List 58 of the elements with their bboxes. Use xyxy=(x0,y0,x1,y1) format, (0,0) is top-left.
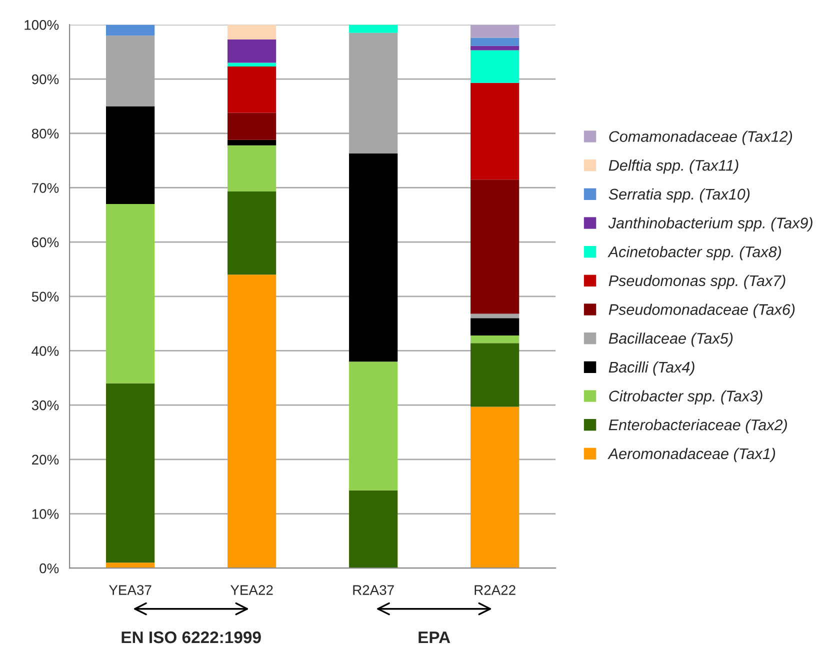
y-tick-label: 90% xyxy=(32,74,59,84)
bar xyxy=(349,362,398,490)
bar xyxy=(349,490,398,568)
bar xyxy=(106,562,155,568)
bar xyxy=(470,406,520,568)
bar xyxy=(470,180,520,314)
legend-label: Enterobacteriaceae (Tax2) xyxy=(608,419,787,434)
legend-label: Bacillaceae (Tax5) xyxy=(608,332,733,347)
bar xyxy=(470,314,520,318)
bar xyxy=(470,50,520,83)
bar xyxy=(228,24,276,40)
x-tick-label: R2A22 xyxy=(474,585,516,595)
legend-label: Comamonadaceae (Tax12) xyxy=(609,130,792,145)
legend-label: Bacilli (Tax4) xyxy=(608,361,694,376)
bar xyxy=(106,24,155,36)
bar xyxy=(228,192,276,275)
bar xyxy=(106,204,155,384)
bar xyxy=(470,38,520,46)
legend-label: Citrobacter spp. (Tax3) xyxy=(609,390,762,404)
bar xyxy=(228,66,276,113)
legend-label: Pseudomonadaceae (Tax6) xyxy=(608,304,795,318)
y-tick-label: 0% xyxy=(40,563,59,574)
x-tick-label: YEA22 xyxy=(230,585,273,595)
bar xyxy=(106,106,155,204)
y-tick-label: 50% xyxy=(32,292,59,302)
text: EPA xyxy=(418,632,450,644)
legend-label: Serratia spp. (Tax10) xyxy=(608,188,750,203)
bar xyxy=(106,383,155,563)
x-tick-label: YEA37 xyxy=(108,585,152,595)
bar xyxy=(228,39,276,63)
bar xyxy=(470,82,520,180)
bar xyxy=(470,318,520,336)
y-tick-label: 80% xyxy=(32,128,59,139)
bar xyxy=(470,46,520,50)
text: EN ISO 6222:1999 xyxy=(122,631,261,644)
bar xyxy=(228,145,276,192)
bar xyxy=(228,62,276,67)
bar xyxy=(470,24,520,38)
y-tick-label: 60% xyxy=(32,237,59,248)
y-tick-label: 30% xyxy=(32,400,59,410)
bar xyxy=(349,153,398,362)
bar xyxy=(470,343,520,407)
y-tick-label: 100% xyxy=(24,20,59,30)
legend-label: Janthinobacterium spp. (Tax9) xyxy=(608,217,812,232)
legend-label: Acinetobacter spp. (Tax8) xyxy=(608,246,781,260)
bar xyxy=(228,140,276,146)
bar xyxy=(228,274,276,568)
legend-label: Pseudomonas spp. (Tax7) xyxy=(608,274,786,290)
y-tick-label: 10% xyxy=(32,509,59,519)
bar xyxy=(349,24,398,33)
bar xyxy=(228,112,276,140)
legend-label: Delftia spp. (Tax11) xyxy=(608,160,738,174)
y-tick-label: 70% xyxy=(32,183,59,193)
legend-label: Aeromonadaceae (Tax1) xyxy=(608,448,776,462)
bar xyxy=(470,336,520,344)
y-tick-label: 40% xyxy=(32,346,59,356)
y-tick-label: 20% xyxy=(32,454,59,465)
x-tick-label: R2A37 xyxy=(353,585,394,595)
